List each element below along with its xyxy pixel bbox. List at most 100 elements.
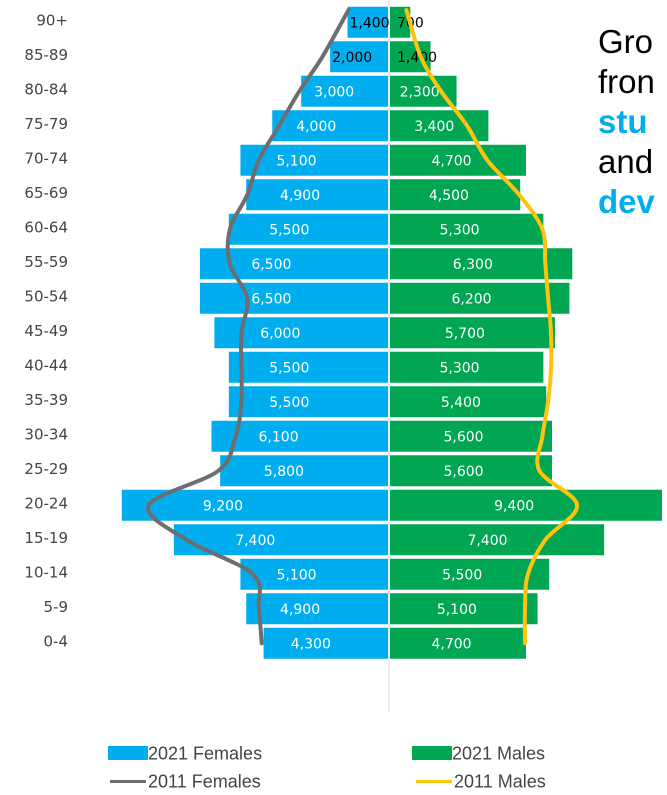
bar-value-label: 6,500 (251, 291, 291, 307)
bar (390, 420, 553, 452)
age-label: 5-9 (44, 598, 69, 616)
age-label: 0-4 (44, 633, 69, 651)
bar-value-label: 4,700 (432, 636, 472, 652)
series-line (404, 8, 580, 646)
bar (330, 41, 388, 73)
age-label: 45-49 (24, 322, 68, 340)
bar-value-label: 4,500 (429, 188, 469, 204)
side-text: Gro fron stu and dev (598, 22, 655, 222)
age-label: 40-44 (24, 357, 68, 375)
bar (228, 351, 388, 383)
age-label: 50-54 (24, 288, 68, 306)
legend-swatch-2021-males (412, 746, 452, 761)
bar-value-label: 5,100 (276, 153, 316, 169)
bar (390, 386, 547, 418)
legend-label-2011-males: 2011 Males (454, 771, 546, 792)
legend-item-2011-males: 2011 Males (416, 768, 546, 792)
bar (246, 593, 388, 625)
bar-value-label: 5,100 (276, 567, 316, 583)
bar-value-label: 4,900 (280, 188, 320, 204)
bar-value-label: 4,900 (280, 602, 320, 618)
bar (390, 282, 570, 314)
bar-value-label: 5,500 (269, 360, 309, 376)
bar-value-label: 2,000 (332, 50, 372, 66)
side-text-line-5: dev (598, 183, 655, 220)
age-label: 35-39 (24, 391, 68, 409)
bar-value-label: 4,000 (296, 119, 336, 135)
bar-value-label: 9,200 (203, 498, 243, 514)
age-label: 10-14 (24, 564, 68, 582)
legend-swatch-2011-males (416, 779, 452, 783)
side-text-line-2: fron (598, 63, 655, 100)
legend-item-2021-females: 2021 Females (108, 740, 262, 764)
bar (301, 75, 388, 107)
age-label: 65-69 (24, 184, 68, 202)
bar (390, 489, 662, 521)
bar-value-label: 1,400 (397, 50, 437, 66)
bar-value-label: 5,300 (439, 360, 479, 376)
bar-value-label: 5,700 (445, 326, 485, 342)
age-label: 85-89 (24, 46, 68, 64)
bar (211, 420, 388, 452)
bar (390, 213, 544, 245)
bar (390, 75, 457, 107)
bar-value-label: 5,500 (269, 222, 309, 238)
bar-value-label: 3,000 (314, 84, 354, 100)
age-label: 80-84 (24, 81, 68, 99)
legend-item-2011-females: 2011 Females (110, 768, 261, 792)
bar (390, 144, 526, 176)
age-label: 90+ (36, 12, 68, 30)
bar (390, 627, 526, 659)
age-label: 15-19 (24, 529, 68, 547)
series-line (146, 8, 351, 646)
legend-label-2021-females: 2021 Females (148, 743, 263, 764)
bar (272, 110, 388, 142)
side-text-line-4: and (598, 143, 654, 180)
age-label: 55-59 (24, 253, 68, 271)
bar-value-label: 6,100 (259, 429, 299, 445)
bar-value-label: 5,300 (439, 222, 479, 238)
bar (390, 558, 550, 590)
bar (390, 351, 544, 383)
bar-value-label: 6,300 (453, 257, 493, 273)
bar (228, 386, 388, 418)
bar (390, 455, 553, 487)
bar (390, 524, 605, 556)
population-pyramid-chart: 90+ 85-89 80-84 75-79 70-74 65-69 60-64 55-59 50… (24, 0, 662, 712)
legend-label-2021-males: 2021 Males (452, 743, 546, 764)
bar-value-label: 5,600 (443, 429, 483, 445)
bar-value-label: 7,400 (235, 533, 275, 549)
bar-value-label: 7,400 (467, 533, 507, 549)
bar-value-label: 9,400 (494, 498, 534, 514)
bar-value-label: 5,600 (443, 464, 483, 480)
legend-swatch-2011-females (110, 779, 146, 783)
age-label: 30-34 (24, 426, 68, 444)
age-label: 75-79 (24, 115, 68, 133)
bar (390, 317, 555, 349)
bar-value-label: 4,700 (432, 153, 472, 169)
legend-item-2021-males: 2021 Males (412, 740, 545, 764)
bar (390, 248, 573, 280)
bar (199, 282, 388, 314)
bar (240, 558, 388, 590)
bar (246, 179, 388, 211)
bar-value-label: 6,500 (251, 257, 291, 273)
age-label: 25-29 (24, 460, 68, 478)
bar-value-label: 1,400 (349, 15, 389, 31)
bar-value-label: 5,800 (264, 464, 304, 480)
bar-value-label: 5,500 (269, 395, 309, 411)
bar-value-label: 2,300 (400, 84, 440, 100)
legend-label-2011-females: 2011 Females (148, 771, 261, 792)
side-text-line-3: stu (598, 103, 648, 140)
bar (347, 6, 388, 38)
bar (228, 213, 388, 245)
bar (263, 627, 388, 659)
bar-value-label: 6,200 (451, 291, 491, 307)
bar (220, 455, 388, 487)
bar (390, 179, 521, 211)
bar (390, 593, 538, 625)
bar-value-label: 6,000 (260, 326, 300, 342)
bar-value-label: 3,400 (414, 119, 454, 135)
bar-value-label: 5,500 (442, 567, 482, 583)
age-label: 20-24 (24, 495, 68, 513)
